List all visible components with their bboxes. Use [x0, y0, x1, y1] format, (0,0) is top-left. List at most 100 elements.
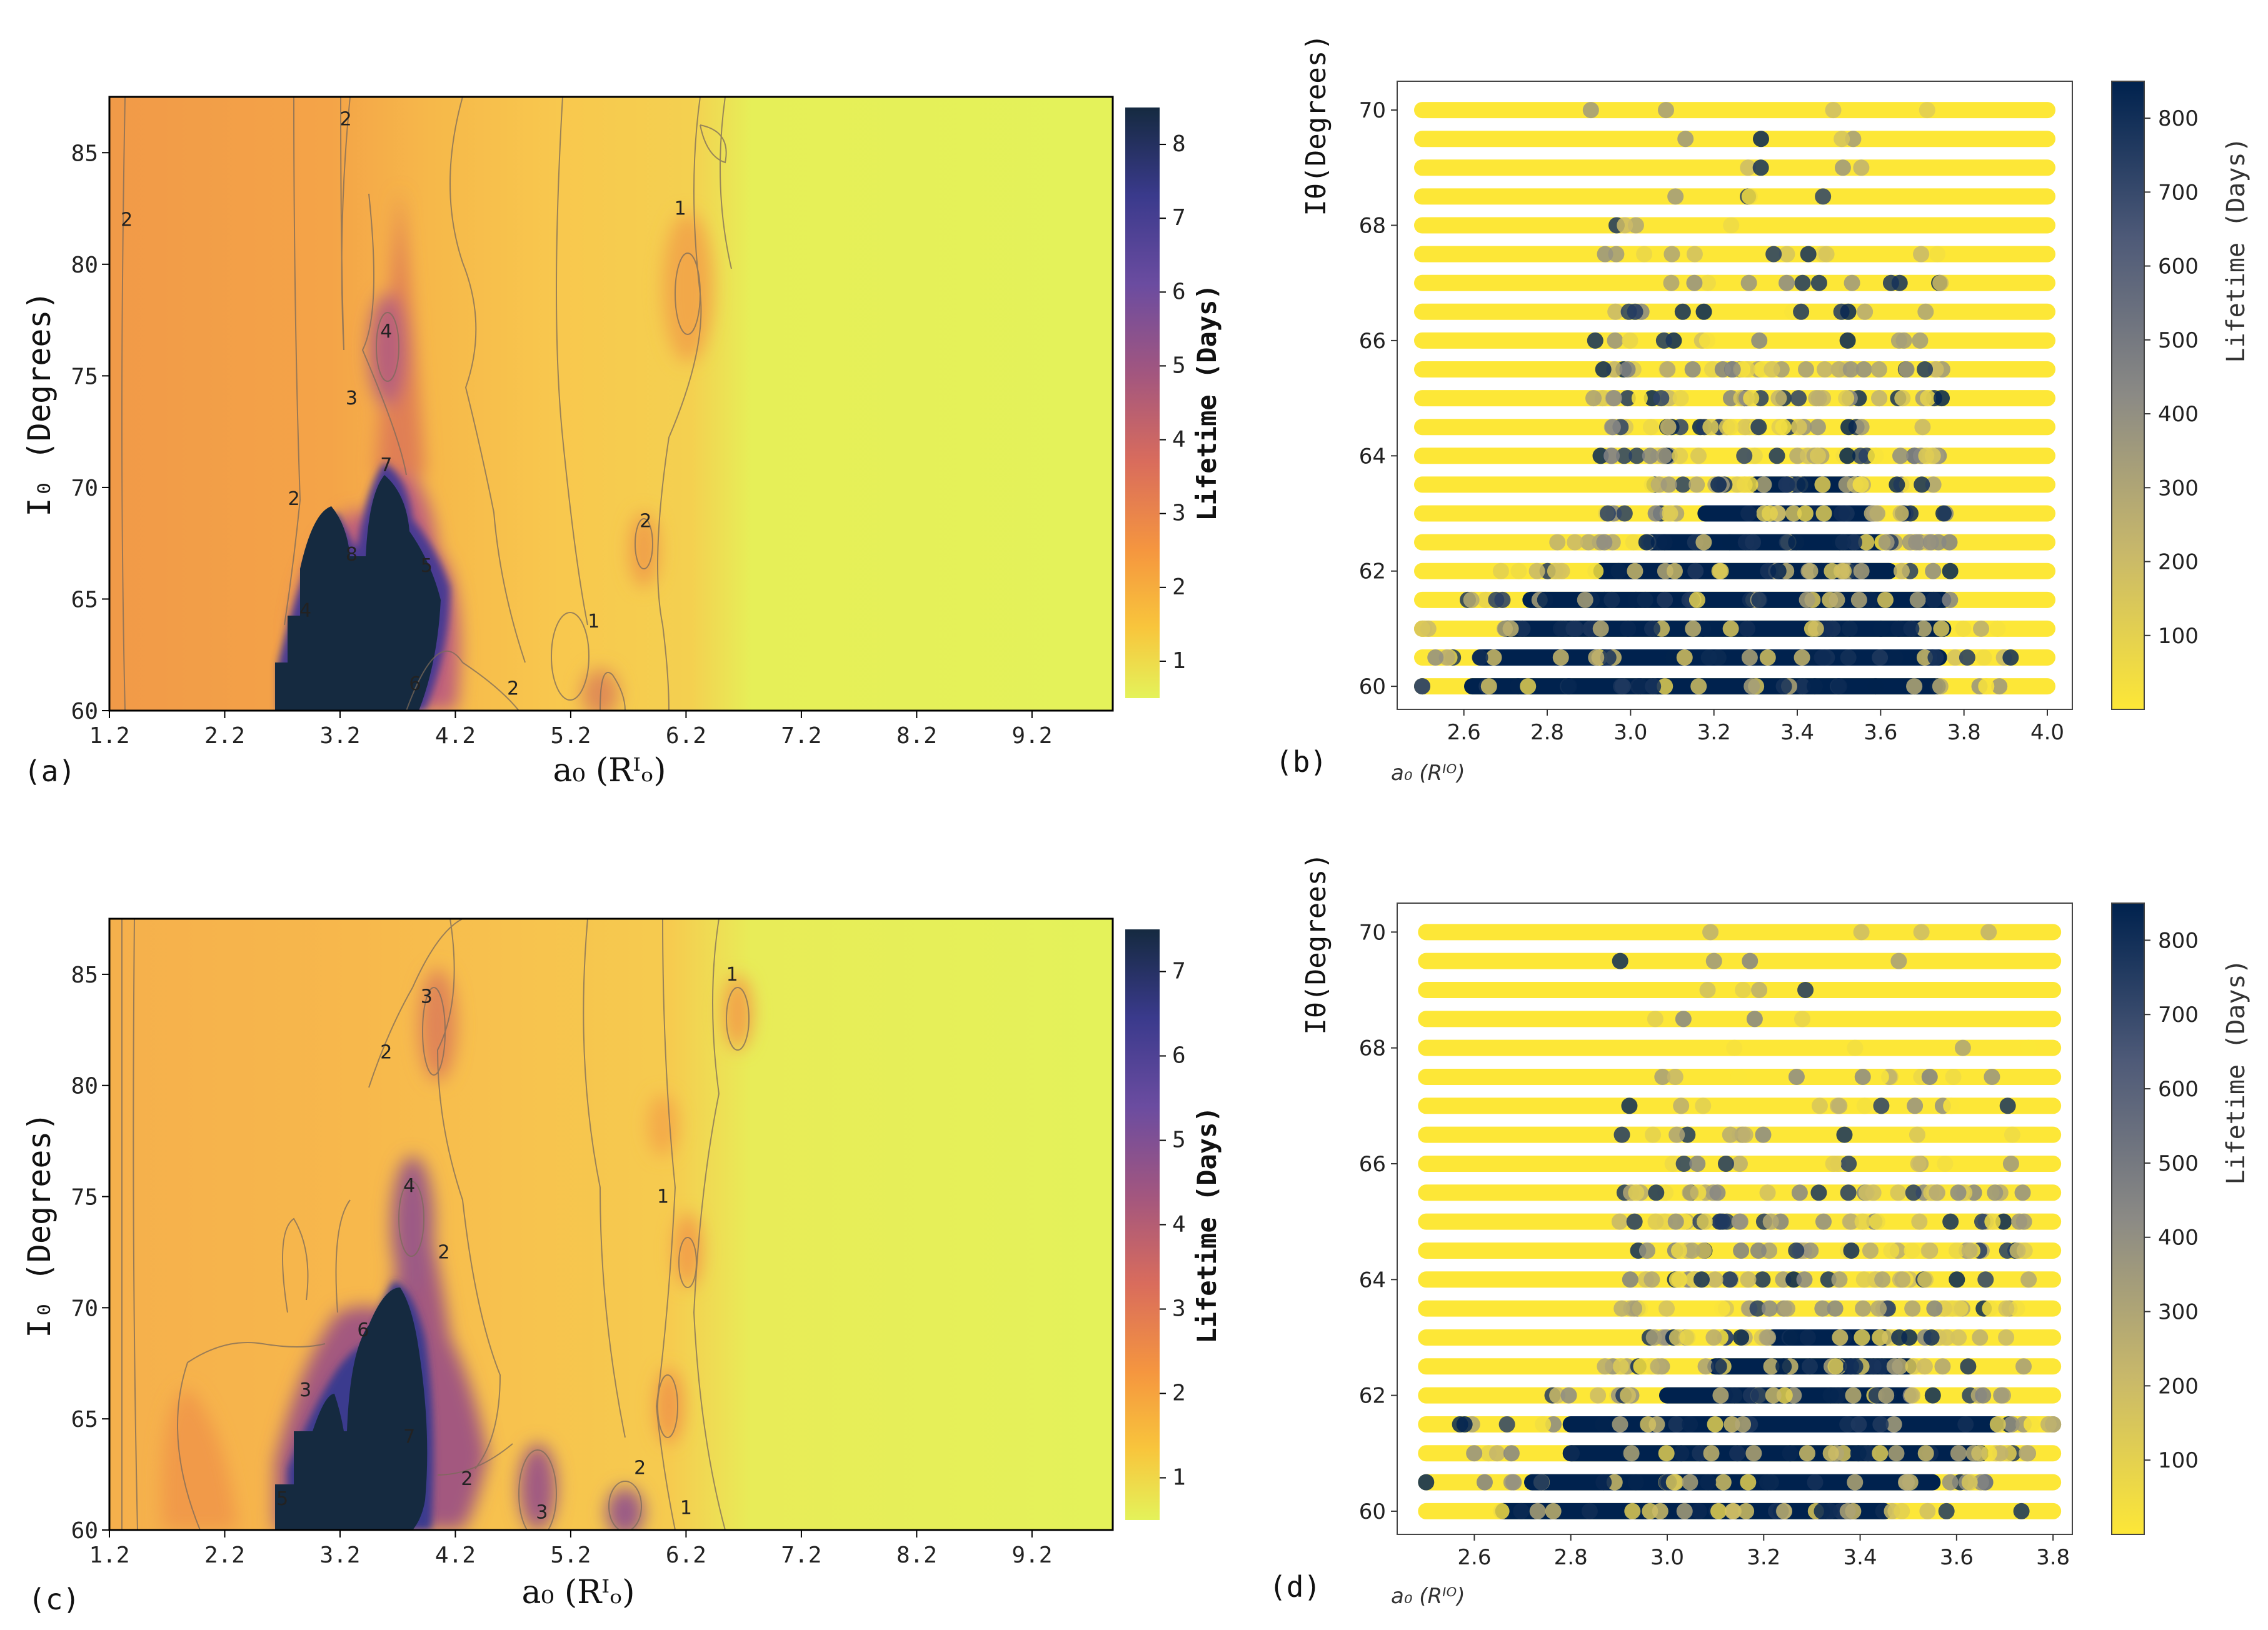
scatter-point [1695, 534, 1712, 551]
scatter-point [1894, 1502, 1910, 1519]
x-axis-a: 1.2 2.2 3.2 4.2 5.2 6.2 7.2 8.2 9.2 [89, 711, 1052, 749]
scatter-point [1643, 1271, 1660, 1288]
y-tick-label: 60 [71, 1518, 98, 1544]
y-tick-label: 66 [1359, 329, 1386, 354]
y-tick-label: 85 [71, 141, 98, 166]
y-axis-b: 60 62 64 66 68 70 [1359, 98, 1397, 699]
scatter-point [1934, 390, 1950, 407]
scatter-point [1765, 1387, 1782, 1404]
scatter-point [1692, 1445, 1709, 1462]
scatter-point [1657, 591, 1673, 608]
scatter-point [1835, 562, 1852, 579]
contour-label: 2 [634, 1457, 646, 1479]
colorbar-tick-label: 3 [1172, 1296, 1186, 1322]
x-tick-label: 6.2 [666, 1542, 706, 1568]
scatter-point [1903, 620, 1920, 637]
scatter-point [1595, 1474, 1612, 1491]
scatter-point [1628, 448, 1645, 464]
scatter-point [1822, 1445, 1839, 1462]
scatter-point [1829, 591, 1845, 608]
scatter-point [1614, 678, 1631, 695]
scatter-point [1700, 649, 1717, 666]
scatter-point [1668, 1271, 1685, 1288]
scatter-point [1869, 1213, 1885, 1230]
scatter-point [1910, 1155, 1927, 1172]
scatter-point [1595, 361, 1612, 378]
scatter-point [1961, 1474, 1978, 1491]
scatter-point [1906, 448, 1923, 464]
scatter-point [1883, 1242, 1900, 1259]
colorbar-d [2111, 902, 2145, 1535]
scatter-point [1662, 505, 1678, 522]
scatter-point [1972, 1329, 1989, 1346]
scatter-point [1797, 505, 1814, 522]
scatter-point [1732, 1213, 1749, 1230]
x-axis-label-d: a₀ (Rᴵᴼ) [1391, 1584, 1465, 1609]
scatter-point [1775, 1358, 1792, 1375]
scatter-point [1872, 1445, 1889, 1462]
scatter-point [1845, 1387, 1862, 1404]
scatter-point [1833, 505, 1850, 522]
scatter-point [1912, 332, 1929, 349]
scatter-point [1942, 1474, 1959, 1491]
scatter-point [1697, 1358, 1714, 1375]
scatter-point [1878, 534, 1895, 551]
scatter-point [1842, 1213, 1859, 1230]
scatter-point [1613, 1300, 1630, 1317]
scatter-point [1807, 620, 1824, 637]
scatter-point [1830, 678, 1847, 695]
scatter-point [1735, 981, 1752, 998]
x-tick-label: 2.2 [204, 1542, 245, 1568]
scatter-point [1742, 1387, 1759, 1404]
scatter-point [1998, 1300, 2015, 1317]
scatter-point [1977, 1271, 1994, 1288]
x-tick-label: 8.2 [896, 723, 937, 749]
scatter-point [1561, 678, 1578, 695]
scatter-point [1927, 649, 1944, 666]
scatter-point [1890, 1184, 1907, 1201]
contour-label: 1 [680, 1497, 692, 1519]
scatter-point [1695, 1242, 1712, 1259]
scatter-point [1752, 159, 1769, 176]
scatter-point [1853, 419, 1870, 436]
colorbar-tick-label: 5 [1172, 1128, 1186, 1153]
scatter-point [1664, 1155, 1681, 1172]
scatter-point [1810, 390, 1827, 407]
scatter-point [1737, 419, 1754, 436]
scatter-point [1779, 274, 1795, 291]
scatter-point [1925, 476, 1942, 493]
scatter-point [1567, 534, 1583, 551]
scatter-point [1790, 390, 1807, 407]
scatter-point [1918, 448, 1935, 464]
scatter-point [1636, 246, 1653, 262]
x-tick-label: 3.6 [1864, 720, 1897, 745]
scatter-point [1818, 246, 1835, 262]
scatter-point [1877, 591, 1894, 608]
scatter-point [1850, 591, 1867, 608]
scatter-point [1852, 476, 1869, 493]
scatter-point [1889, 476, 1905, 493]
scatter-point [1725, 1502, 1742, 1519]
x-tick-label: 7.2 [781, 723, 821, 749]
scatter-point [1815, 505, 1832, 522]
scatter-point [1695, 303, 1712, 320]
contour-label: 3 [421, 986, 433, 1008]
scatter-point [1744, 678, 1760, 695]
scatter-point [1645, 678, 1662, 695]
scatter-point [1623, 1445, 1640, 1462]
scatter-point [1788, 1242, 1805, 1259]
scatter-point [1658, 1300, 1675, 1317]
x-tick-label: 9.2 [1011, 1542, 1052, 1568]
scatter-point [1954, 1039, 1971, 1056]
scatter-point [1913, 246, 1930, 262]
scatter-point [1603, 591, 1620, 608]
scatter-point [1687, 562, 1704, 579]
contour-label: 1 [675, 198, 686, 220]
scatter-point [1645, 1329, 1662, 1346]
colorbar-tick-label: 2 [1172, 1381, 1186, 1406]
scatter-point [1893, 562, 1910, 579]
scatter-point [1862, 591, 1879, 608]
scatter-point [1788, 1068, 1805, 1085]
scatter-point [1663, 274, 1680, 291]
scatter-point [1831, 1098, 1848, 1114]
